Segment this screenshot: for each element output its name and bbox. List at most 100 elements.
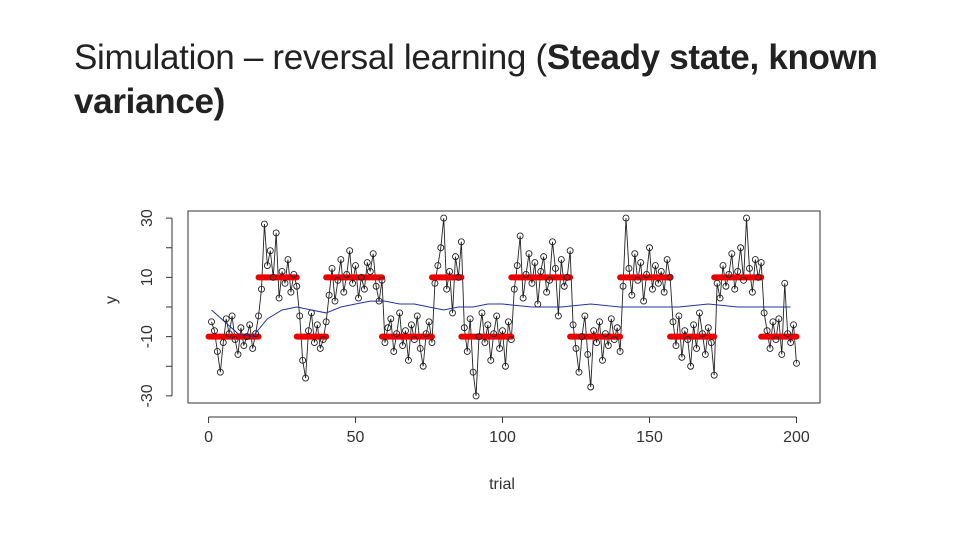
observation-point bbox=[666, 273, 674, 281]
observation-point bbox=[213, 347, 221, 355]
observation-point bbox=[466, 315, 474, 323]
observation-point bbox=[731, 285, 739, 293]
observation-point bbox=[504, 318, 512, 326]
observation-point bbox=[599, 356, 606, 364]
observation-point bbox=[510, 285, 518, 293]
observation-point bbox=[269, 273, 277, 281]
observation-point bbox=[672, 342, 680, 349]
x-axis-label: trial bbox=[489, 476, 515, 493]
observation-point bbox=[610, 336, 618, 344]
observation-point bbox=[575, 368, 583, 376]
observation-point bbox=[719, 262, 727, 269]
observation-point bbox=[684, 336, 692, 344]
observation-point bbox=[446, 267, 454, 275]
observation-point bbox=[346, 247, 354, 255]
observation-point bbox=[713, 279, 721, 287]
observation-point bbox=[513, 262, 521, 269]
observation-point bbox=[546, 276, 554, 284]
observation-point bbox=[284, 256, 292, 264]
observation-point bbox=[457, 238, 465, 246]
observation-point bbox=[704, 324, 712, 332]
observation-point bbox=[566, 247, 574, 255]
observation-point bbox=[690, 321, 698, 329]
observation-point bbox=[766, 345, 774, 352]
observation-point bbox=[366, 267, 374, 275]
observation-point bbox=[693, 345, 700, 352]
observation-point bbox=[478, 309, 486, 317]
observation-point bbox=[487, 356, 495, 364]
plot-frame bbox=[187, 210, 821, 404]
observation-point bbox=[687, 362, 695, 370]
observation-point bbox=[757, 259, 765, 267]
observation-point bbox=[584, 350, 592, 358]
observation-point bbox=[296, 312, 304, 320]
observation-point bbox=[678, 353, 686, 361]
observation-point bbox=[707, 339, 715, 347]
observation-point bbox=[781, 279, 789, 287]
observation-point bbox=[737, 244, 745, 252]
observation-point bbox=[278, 267, 286, 275]
observation-point bbox=[305, 327, 312, 335]
observation-point bbox=[722, 282, 730, 290]
observation-point bbox=[369, 250, 377, 258]
observation-point bbox=[540, 253, 548, 261]
observation-point bbox=[669, 318, 677, 326]
observation-point bbox=[396, 309, 404, 317]
observation-point bbox=[775, 315, 783, 323]
observation-point bbox=[416, 345, 424, 352]
y-tick-label: -10 bbox=[139, 325, 156, 348]
observation-point bbox=[490, 330, 498, 338]
observation-point bbox=[469, 368, 477, 376]
observation-point bbox=[287, 288, 295, 296]
observation-point bbox=[419, 362, 427, 370]
observation-point bbox=[243, 333, 251, 341]
observation-point bbox=[393, 330, 401, 338]
observation-point bbox=[399, 342, 407, 349]
observation-point bbox=[587, 383, 595, 391]
observation-point bbox=[443, 285, 451, 293]
observation-point bbox=[549, 238, 556, 246]
observation-point bbox=[378, 276, 386, 284]
observation-point bbox=[407, 321, 415, 329]
observation-point bbox=[701, 350, 709, 358]
observation-point bbox=[266, 247, 274, 255]
observation-point bbox=[460, 324, 468, 332]
observation-point bbox=[625, 265, 633, 272]
observation-point bbox=[710, 371, 718, 379]
observation-point bbox=[660, 288, 668, 296]
observation-point bbox=[769, 318, 777, 326]
observation-point bbox=[502, 362, 509, 370]
observation-point bbox=[355, 294, 362, 302]
x-tick-label: 200 bbox=[783, 429, 810, 446]
observation-point bbox=[425, 318, 433, 326]
observation-point bbox=[258, 285, 265, 293]
observation-point bbox=[343, 270, 351, 278]
observation-point bbox=[316, 345, 324, 352]
y-tick-label: -30 bbox=[139, 384, 156, 407]
observation-point bbox=[648, 285, 656, 293]
observation-point bbox=[616, 347, 624, 355]
observation-point bbox=[748, 288, 756, 296]
observation-point bbox=[560, 282, 568, 290]
observation-point bbox=[331, 297, 339, 305]
observation-point bbox=[413, 312, 421, 320]
slide-title: Simulation – reversal learning (Steady s… bbox=[74, 36, 894, 124]
observation-point bbox=[208, 318, 215, 326]
observation-point bbox=[334, 276, 342, 284]
observation-point bbox=[293, 282, 301, 290]
observation-point bbox=[507, 336, 515, 344]
observation-point bbox=[654, 279, 662, 287]
observation-point bbox=[405, 356, 412, 364]
observation-point bbox=[211, 327, 218, 335]
observation-point bbox=[228, 312, 236, 320]
observation-point bbox=[551, 265, 559, 272]
observation-point bbox=[231, 336, 239, 344]
observation-point bbox=[522, 270, 530, 278]
observation-point bbox=[308, 309, 315, 317]
observation-point bbox=[793, 359, 800, 367]
observation-point bbox=[593, 339, 601, 347]
observation-point bbox=[519, 294, 527, 302]
observation-point bbox=[563, 273, 571, 281]
observation-point bbox=[263, 262, 271, 269]
